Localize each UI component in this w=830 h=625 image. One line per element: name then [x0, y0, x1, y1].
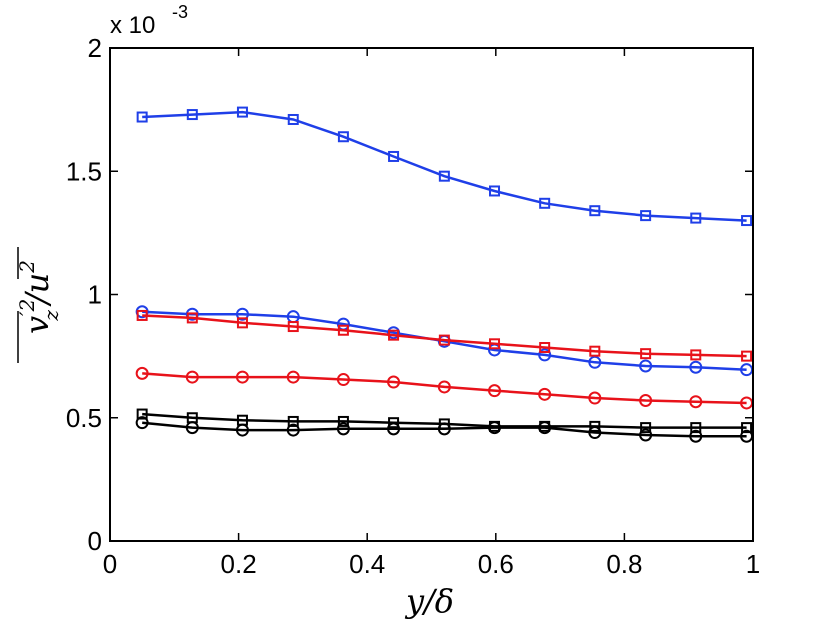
data-point-square [589, 345, 601, 357]
data-point-circle [387, 375, 401, 389]
y-tick-label: 1.5 [66, 156, 102, 186]
data-point-square [741, 215, 753, 227]
data-point-square [337, 324, 349, 336]
y-tick-label: 0 [88, 526, 102, 556]
x-tick-label: 0.6 [478, 549, 514, 579]
data-point-circle [286, 370, 300, 384]
data-point-square [438, 170, 450, 182]
data-point-square [236, 317, 248, 329]
data-point-square [640, 348, 652, 360]
data-point-square [186, 312, 198, 324]
data-point-circle [185, 370, 199, 384]
x-tick-label: 0 [103, 549, 117, 579]
data-point-square [741, 422, 753, 434]
y-tick-label: 1 [88, 280, 102, 310]
data-point-circle [538, 421, 552, 435]
data-point-circle [588, 426, 602, 440]
data-point-square [690, 349, 702, 361]
y-scale-exponent: -3 [172, 2, 188, 22]
series-line [142, 372, 747, 405]
series-line [142, 110, 747, 222]
data-point-circle [185, 421, 199, 435]
y-label-prime-two: ′2 [15, 299, 39, 316]
series-blue-squares [136, 106, 753, 227]
data-point-circle [639, 428, 653, 442]
y-axis-label: v′2z /u2 [15, 247, 63, 363]
data-point-circle [235, 423, 249, 437]
data-point-circle [135, 366, 149, 380]
svg-text:v′2z/u2: v′2z /u2 [15, 260, 63, 334]
data-point-square [186, 109, 198, 121]
data-point-circle [639, 359, 653, 373]
data-point-circle [689, 429, 703, 443]
data-point-square [539, 197, 551, 209]
data-point-square [489, 338, 501, 350]
data-point-square [136, 408, 148, 420]
data-point-square [287, 415, 299, 427]
data-point-square [690, 422, 702, 434]
data-point-square [589, 420, 601, 432]
y-label-slash: / [18, 290, 56, 307]
data-point-square [287, 113, 299, 125]
data-point-square [388, 417, 400, 429]
data-point-square [337, 415, 349, 427]
x-tick-label: 0.2 [221, 549, 257, 579]
y-label-u: u [18, 273, 56, 294]
data-point-circle [488, 421, 502, 435]
data-point-square [539, 341, 551, 353]
y-label-v: v [18, 316, 56, 334]
data-point-square [690, 212, 702, 224]
data-point-circle [689, 395, 703, 409]
y-scale-multiplier: x 10 [110, 12, 155, 39]
data-point-circle [588, 355, 602, 369]
data-point-square [589, 205, 601, 217]
data-point-circle [538, 348, 552, 362]
x-tick-label: 0.4 [349, 549, 385, 579]
data-point-circle [135, 416, 149, 430]
x-tick-label: 1 [746, 549, 760, 579]
data-point-circle [538, 387, 552, 401]
data-point-square [136, 111, 148, 123]
data-point-square [236, 106, 248, 118]
y-tick-label: 2 [88, 33, 102, 63]
x-axis-label: y/δ [404, 582, 454, 620]
data-point-circle [235, 370, 249, 384]
data-point-square [388, 150, 400, 162]
data-point-circle [387, 422, 401, 436]
data-point-circle [437, 380, 451, 394]
data-point-circle [588, 391, 602, 405]
series-line [142, 421, 747, 438]
data-point-square [337, 131, 349, 143]
data-point-square [388, 329, 400, 341]
series-layer [135, 106, 754, 443]
data-point-circle [488, 384, 502, 398]
data-point-square [287, 321, 299, 333]
data-point-circle [286, 423, 300, 437]
data-point-square [438, 334, 450, 346]
data-point-circle [235, 307, 249, 321]
y-label-sup-two: 2 [15, 260, 39, 274]
ticks-layer: 0 0.2 0.4 0.6 0.8 1 0 0.5 1 1.5 2 [66, 33, 760, 579]
data-point-circle [689, 360, 703, 374]
y-tick-label: 0.5 [66, 403, 102, 433]
data-point-square [640, 210, 652, 222]
series-red-squares [136, 309, 753, 362]
series-black-circles [135, 416, 754, 443]
x-tick-label: 0.8 [606, 549, 642, 579]
data-point-square [741, 350, 753, 362]
data-point-circle [336, 373, 350, 387]
data-point-circle [437, 422, 451, 436]
data-point-circle [639, 393, 653, 407]
data-point-circle [336, 422, 350, 436]
data-point-square [489, 185, 501, 197]
series-line [142, 314, 747, 358]
data-point-square [136, 309, 148, 321]
data-point-square [640, 422, 652, 434]
y-label-sub-z: z [39, 310, 63, 322]
